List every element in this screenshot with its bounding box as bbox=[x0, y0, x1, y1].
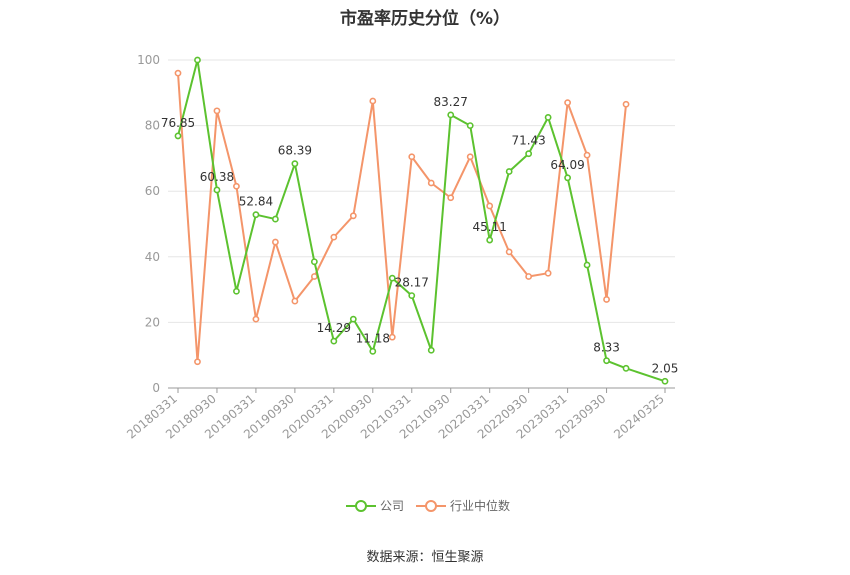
series-line-company bbox=[177, 59, 666, 383]
data-point-company bbox=[427, 346, 435, 354]
data-point-company bbox=[174, 132, 182, 140]
legend-label-company: 公司 bbox=[380, 499, 405, 513]
legend-swatch-company bbox=[346, 498, 376, 514]
data-point-industry-median bbox=[447, 194, 455, 202]
data-point-company bbox=[505, 168, 513, 175]
data-point-industry-median bbox=[213, 107, 221, 115]
data-point-company bbox=[564, 174, 571, 182]
data-point-company bbox=[603, 357, 610, 365]
data-point-company bbox=[369, 347, 377, 355]
data-point-industry-median bbox=[291, 297, 299, 305]
data-point-company bbox=[525, 150, 533, 158]
data-point-industry-median bbox=[427, 179, 435, 187]
data-point-industry-median bbox=[388, 333, 396, 341]
series-lines bbox=[174, 56, 669, 385]
data-point-company bbox=[252, 211, 260, 219]
data-point-company bbox=[486, 236, 494, 244]
data-point-industry-median bbox=[369, 97, 377, 105]
data-label: 76.85 bbox=[161, 116, 195, 130]
data-point-industry-median bbox=[408, 153, 416, 161]
data-label: 52.84 bbox=[239, 195, 273, 209]
data-label: 68.39 bbox=[278, 144, 312, 158]
data-point-industry-median bbox=[505, 248, 513, 256]
legend-swatch-industry-median bbox=[416, 498, 447, 514]
data-label: 64.09 bbox=[550, 158, 584, 172]
legend-item-company[interactable]: 公司 bbox=[346, 497, 404, 514]
data-source-note: 数据来源：恒生聚源 bbox=[366, 550, 484, 565]
y-tick-label: 60 bbox=[145, 184, 160, 198]
data-point-company bbox=[271, 215, 279, 223]
data-point-company bbox=[408, 292, 416, 300]
data-point-company bbox=[213, 186, 221, 194]
data-point-company bbox=[622, 364, 630, 372]
data-point-company bbox=[330, 337, 338, 345]
y-tick-label: 20 bbox=[145, 315, 160, 329]
data-point-industry-median bbox=[194, 358, 201, 366]
y-tick-label: 40 bbox=[145, 250, 160, 264]
legend: 公司 行业中位数 bbox=[346, 497, 522, 514]
chart-title: 市盈率历史分位（%） bbox=[339, 9, 511, 29]
data-label: 8.33 bbox=[593, 341, 620, 355]
data-point-company bbox=[233, 287, 240, 295]
data-point-company bbox=[466, 122, 474, 129]
data-point-company bbox=[661, 377, 669, 385]
legend-item-industry-median[interactable]: 行业中位数 bbox=[416, 497, 510, 514]
data-label: 71.43 bbox=[511, 134, 545, 148]
y-tick-label: 0 bbox=[152, 381, 160, 395]
series-line-industry-median bbox=[177, 73, 628, 363]
data-point-company bbox=[388, 274, 396, 282]
data-point-industry-median bbox=[310, 273, 318, 280]
data-point-industry-median bbox=[330, 233, 338, 241]
data-label: 83.27 bbox=[434, 95, 468, 109]
data-point-industry-median bbox=[622, 100, 630, 108]
x-tick-label: 20240325 bbox=[611, 392, 667, 442]
data-point-industry-median bbox=[349, 212, 357, 220]
legend-label-industry-median: 行业中位数 bbox=[450, 499, 511, 513]
data-point-company bbox=[447, 111, 455, 119]
data-label: 45.11 bbox=[473, 220, 507, 234]
data-point-company bbox=[583, 261, 591, 269]
data-point-industry-median bbox=[252, 315, 260, 323]
data-point-company bbox=[194, 56, 201, 64]
data-point-industry-median bbox=[525, 273, 533, 280]
data-point-industry-median bbox=[603, 296, 610, 303]
data-point-company bbox=[310, 258, 318, 266]
data-label: 60.38 bbox=[200, 170, 234, 184]
y-tick-label: 80 bbox=[145, 119, 160, 133]
data-point-industry-median bbox=[174, 69, 182, 77]
data-label: 28.17 bbox=[395, 276, 429, 290]
data-point-industry-median bbox=[583, 151, 591, 159]
y-tick-label: 100 bbox=[137, 53, 160, 67]
data-point-industry-median bbox=[544, 269, 552, 277]
data-labels: 76.85 60.38 52.84 68.39 14.29 11.18 28.17 83.27… bbox=[161, 95, 679, 375]
data-point-company bbox=[349, 315, 357, 323]
data-label: 2.05 bbox=[652, 361, 679, 375]
data-label: 14.29 bbox=[317, 321, 351, 335]
data-point-industry-median bbox=[233, 182, 240, 190]
data-label: 11.18 bbox=[356, 331, 390, 345]
data-point-industry-median bbox=[564, 99, 571, 107]
data-point-industry-median bbox=[271, 238, 279, 246]
data-point-company bbox=[291, 160, 299, 168]
data-point-industry-median bbox=[486, 202, 494, 210]
data-point-industry-median bbox=[466, 153, 474, 161]
data-point-company bbox=[544, 114, 552, 121]
